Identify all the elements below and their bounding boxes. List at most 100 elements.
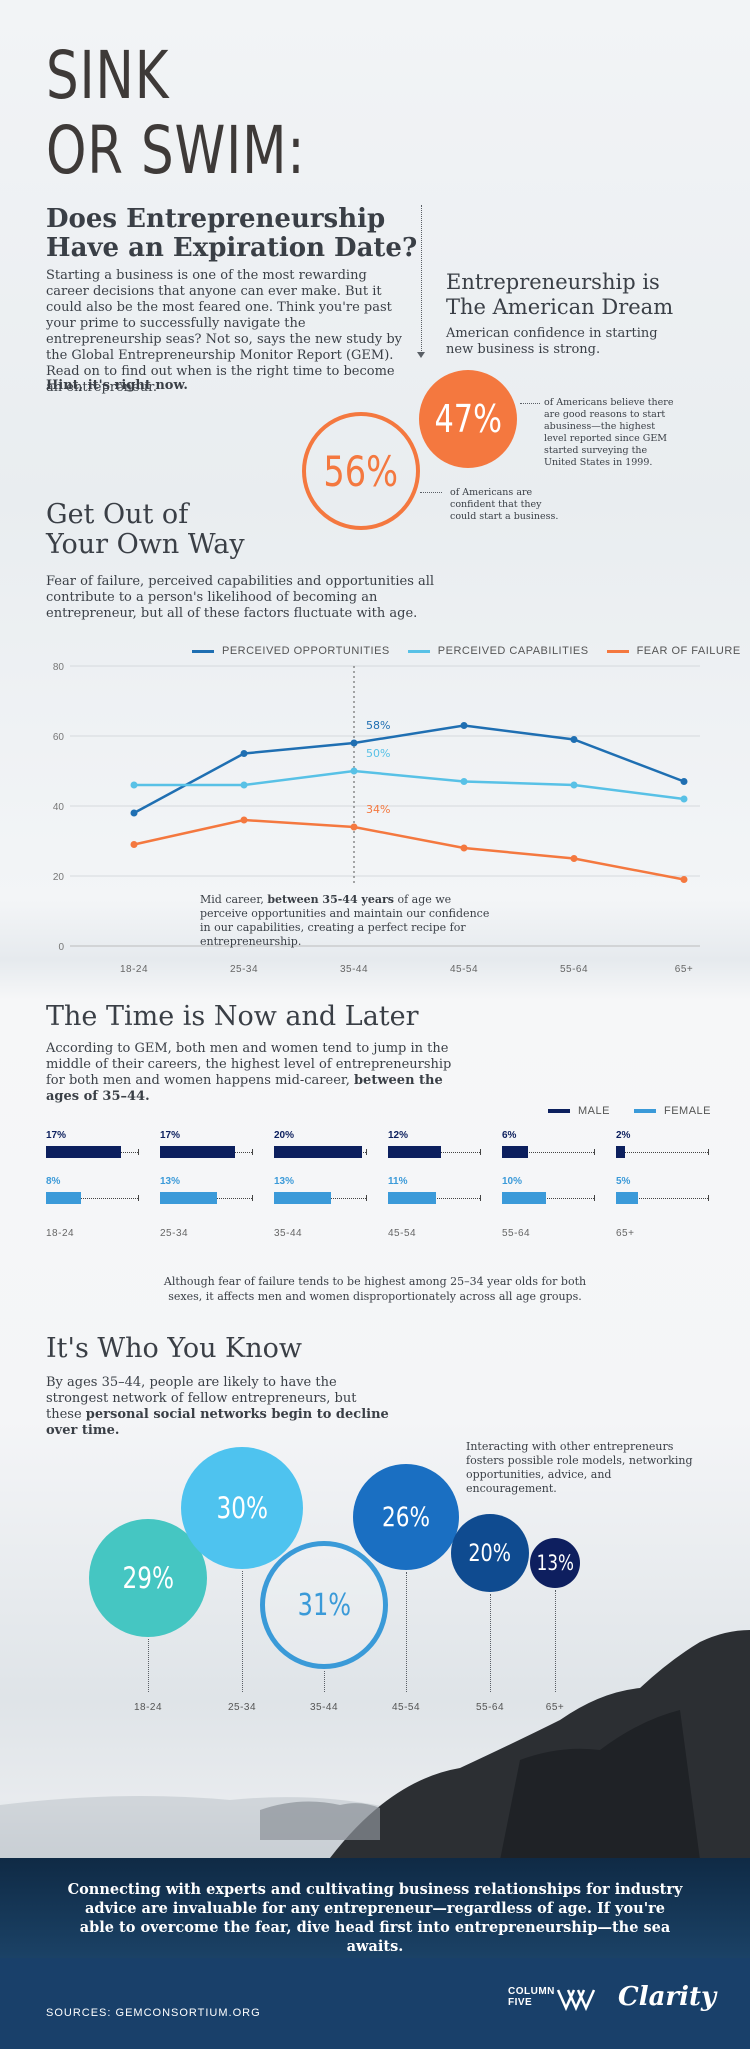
main-title-line2: OR SWIM: (46, 112, 306, 189)
bar-track-end (252, 1149, 253, 1155)
legend-swatch-opportunities (192, 649, 214, 653)
data-point (680, 876, 688, 883)
data-point (460, 722, 468, 729)
line-chart-legend: PERCEIVED OPPORTUNITIES PERCEIVED CAPABI… (192, 645, 741, 657)
y-tick-label: 0 (58, 942, 64, 953)
column-five-logo: COLUMN FIVE (508, 1986, 555, 2008)
bubble-category-label: 55-64 (475, 1702, 505, 1713)
main-title-line1: SINK (46, 37, 170, 114)
legend-item-capabilities: PERCEIVED CAPABILITIES (407, 645, 589, 657)
bar-value-label: 12% (388, 1130, 409, 1141)
data-point (460, 778, 468, 785)
y-tick-label: 20 (53, 872, 65, 883)
section3-side-note: Interacting with other entrepreneurs fos… (466, 1440, 693, 1495)
sources-text: SOURCES: GEMCONSORTIUM.ORG (46, 2007, 261, 2019)
bar-category-label: 18-24 (46, 1228, 75, 1239)
data-point (680, 795, 688, 803)
line-chart-annotation: Mid career, between 35-44 years of age w… (200, 893, 500, 949)
column-five-logo-line1: COLUMN (508, 1986, 555, 1997)
bubble-stem (324, 1671, 325, 1692)
bar-male (388, 1146, 441, 1158)
stat-56-value: 56% (323, 446, 399, 496)
bar-female (160, 1192, 218, 1204)
bar-category-label: 25-34 (160, 1228, 189, 1239)
section2-text-bold: between the ages of 35–44. (46, 1073, 443, 1104)
bar-track-end (366, 1195, 367, 1201)
dream-title-line2: The American Dream (446, 295, 674, 319)
bar-track-end (708, 1149, 709, 1155)
footer-message: Connecting with experts and cultivating … (67, 1881, 683, 1955)
bar-value-label: 10% (502, 1176, 523, 1187)
section2-text: According to GEM, both men and women ten… (46, 1041, 456, 1105)
series-line (133, 818, 685, 881)
x-tick-label: 55-64 (560, 964, 588, 975)
data-point (570, 736, 578, 743)
stat-47-leader (520, 403, 540, 404)
legend-item-male: MALE (548, 1105, 610, 1117)
y-tick-label: 40 (53, 802, 65, 813)
bubble-stem (490, 1594, 491, 1692)
data-point (570, 855, 578, 862)
bubble-stem (242, 1571, 243, 1692)
bubble-label: 29% (122, 1561, 174, 1595)
bar-track-end (708, 1195, 709, 1201)
section3-title: It's Who You Know (46, 1333, 302, 1364)
stat-56-text: of Americans are confident that they cou… (450, 487, 559, 522)
bar-male (502, 1146, 529, 1158)
bar-category-label: 65+ (616, 1228, 635, 1239)
bar-value-label: 5% (616, 1176, 631, 1187)
bubble: 31% (260, 1541, 388, 1669)
bar-category-label: 45-54 (388, 1228, 417, 1239)
bar-value-label: 6% (502, 1130, 517, 1141)
x-tick-label: 25-34 (230, 964, 258, 975)
bubble-label: 30% (216, 1491, 268, 1525)
bar-value-label: 13% (274, 1176, 295, 1187)
annotation-prefix: Mid career, (200, 893, 268, 906)
bar-track-end (594, 1195, 595, 1201)
bar-track-end (366, 1149, 367, 1155)
bubble: 30% (181, 1447, 303, 1569)
legend-swatch-fear (606, 649, 629, 653)
data-point (240, 781, 248, 789)
bar-value-label: 2% (616, 1130, 631, 1141)
annotation-suffix: of age we perceive opportunities and mai… (200, 893, 490, 948)
bubble-category-label: 45-54 (391, 1702, 421, 1713)
legend-label-capabilities: PERCEIVED CAPABILITIES (437, 645, 589, 657)
footer-message-band (0, 1858, 750, 1958)
dream-subtitle: American confidence in starting new busi… (446, 326, 658, 357)
stat-47-value: 47% (434, 397, 502, 441)
legend-label-opportunities: PERCEIVED OPPORTUNITIES (222, 645, 390, 657)
section3-text-bold: personal social networks begin to declin… (46, 1407, 389, 1438)
bar-female (502, 1192, 546, 1204)
bar-value-label: 20% (274, 1130, 295, 1141)
legend-swatch-male (548, 1109, 570, 1113)
data-point (680, 778, 688, 785)
bar-female (616, 1192, 638, 1204)
bar-female (274, 1192, 332, 1204)
stat-47-text: of Americans believe there are good reas… (544, 397, 674, 468)
arrow-head-icon (417, 352, 425, 358)
bar-track-end (594, 1149, 595, 1155)
bubble-stem (148, 1639, 149, 1692)
bar-chart-legend: MALE FEMALE (548, 1105, 711, 1117)
bar-track-end (138, 1195, 139, 1201)
series-line (134, 769, 685, 801)
bar-value-label: 11% (388, 1176, 408, 1187)
data-point (240, 816, 248, 824)
section1-title-line1: Get Out of (46, 499, 189, 530)
section2-title: The Time is Now and Later (46, 1001, 419, 1032)
bar-value-label: 13% (160, 1176, 181, 1187)
bar-track-end (480, 1149, 481, 1155)
bar-track (616, 1152, 708, 1153)
bar-category-label: 35-44 (274, 1228, 303, 1239)
subtitle-line2: Have an Expiration Date? (46, 233, 418, 263)
dotted-arrow (421, 205, 422, 355)
subtitle-line1: Does Entrepreneurship (46, 204, 386, 234)
bubble: 26% (353, 1464, 459, 1570)
bar-male (616, 1146, 625, 1158)
x-tick-label: 35-44 (340, 964, 368, 975)
clarity-logo: Clarity (618, 1982, 717, 2012)
legend-label-fear: FEAR OF FAILURE (636, 645, 741, 657)
bar-value-label: 17% (160, 1130, 181, 1141)
bubble-stem (406, 1572, 407, 1692)
